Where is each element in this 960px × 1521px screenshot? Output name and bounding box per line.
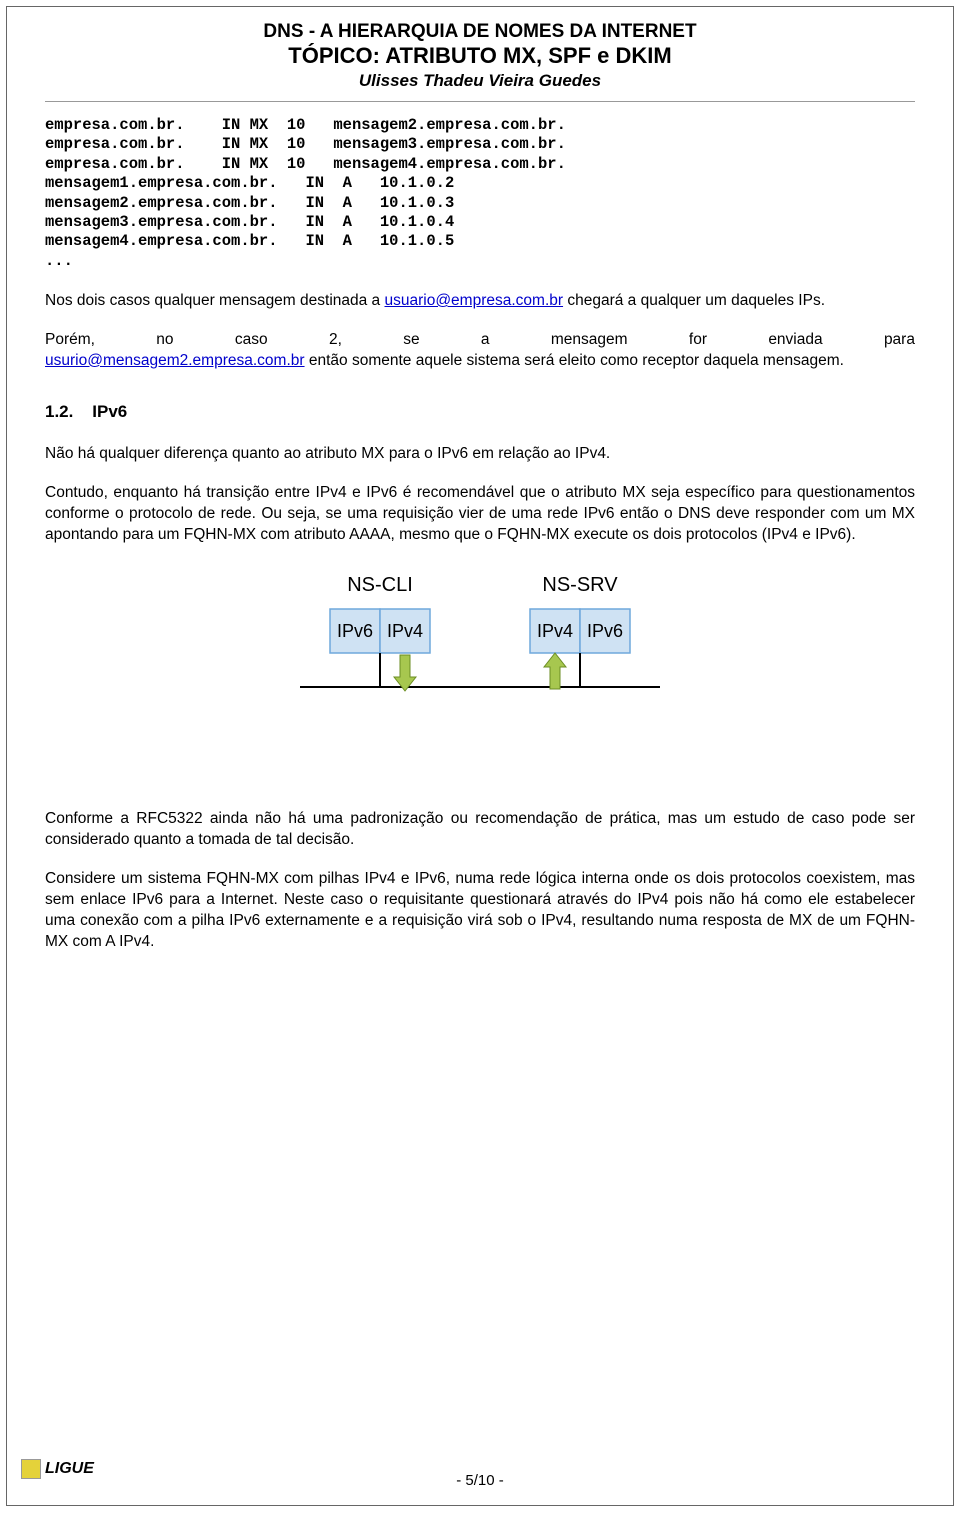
header-divider — [45, 101, 915, 102]
logo-square-icon — [21, 1459, 41, 1479]
paragraph-5: Conforme a RFC5322 ainda não há uma padr… — [45, 809, 915, 851]
dns-records-code-block: empresa.com.br. IN MX 10 mensagem2.empre… — [45, 116, 915, 271]
page-header: DNS - A HIERARQUIA DE NOMES DA INTERNET … — [45, 7, 915, 91]
page-frame: DNS - A HIERARQUIA DE NOMES DA INTERNET … — [6, 6, 954, 1506]
p2-w10: para — [884, 331, 915, 348]
diagram-label-left: NS-CLI — [347, 574, 413, 596]
para1-pre: Nos dois casos qualquer mensagem destina… — [45, 292, 384, 309]
cell-l2: IPv4 — [387, 621, 423, 641]
p2-w8: for — [689, 331, 707, 348]
p2-w1: Porém, — [45, 331, 95, 348]
paragraph-4: Contudo, enquanto há transição entre IPv… — [45, 483, 915, 546]
page-footer: LIGUE - 5/10 - — [7, 1472, 953, 1489]
p2-w7: mensagem — [551, 331, 628, 348]
para1-post: chegará a qualquer um daqueles IPs. — [563, 292, 825, 309]
para2-post: então somente aquele sistema será eleito… — [305, 352, 844, 369]
p2-w3: caso — [235, 331, 268, 348]
arrow-up-icon — [544, 653, 566, 689]
section-number: 1.2. — [45, 402, 73, 421]
network-diagram: NS-CLI NS-SRV IPv6 IPv4 IPv4 IPv6 — [45, 569, 915, 739]
cell-r1: IPv4 — [537, 621, 573, 641]
paragraph-2: Porém, no caso 2, se a mensagem for envi… — [45, 330, 915, 372]
p2-w4: 2, — [329, 331, 342, 348]
paragraph-1: Nos dois casos qualquer mensagem destina… — [45, 291, 915, 312]
p2-w5: se — [403, 331, 419, 348]
diagram-label-right: NS-SRV — [542, 574, 618, 596]
arrow-down-icon — [394, 655, 416, 691]
p2-w2: no — [156, 331, 173, 348]
paragraph-3: Não há qualquer diferença quanto ao atri… — [45, 444, 915, 465]
email-link-1[interactable]: usuario@empresa.com.br — [384, 292, 563, 309]
section-title: IPv6 — [92, 402, 127, 421]
title-line-1: DNS - A HIERARQUIA DE NOMES DA INTERNET — [45, 21, 915, 43]
title-author: Ulisses Thadeu Vieira Guedes — [45, 71, 915, 91]
email-link-2[interactable]: usurio@mensagem2.empresa.com.br — [45, 352, 305, 369]
p2-w9: enviada — [768, 331, 822, 348]
page-number: - 5/10 - — [7, 1472, 953, 1489]
logo-text: LIGUE — [45, 1460, 94, 1478]
title-line-2: TÓPICO: ATRIBUTO MX, SPF e DKIM — [45, 43, 915, 69]
cell-l1: IPv6 — [337, 621, 373, 641]
paragraph-6: Considere um sistema FQHN-MX com pilhas … — [45, 869, 915, 953]
diagram-svg: NS-CLI NS-SRV IPv6 IPv4 IPv4 IPv6 — [260, 569, 700, 739]
footer-logo: LIGUE — [21, 1459, 94, 1479]
section-heading: 1.2. IPv6 — [45, 402, 915, 422]
p2-w6: a — [481, 331, 490, 348]
cell-r2: IPv6 — [587, 621, 623, 641]
